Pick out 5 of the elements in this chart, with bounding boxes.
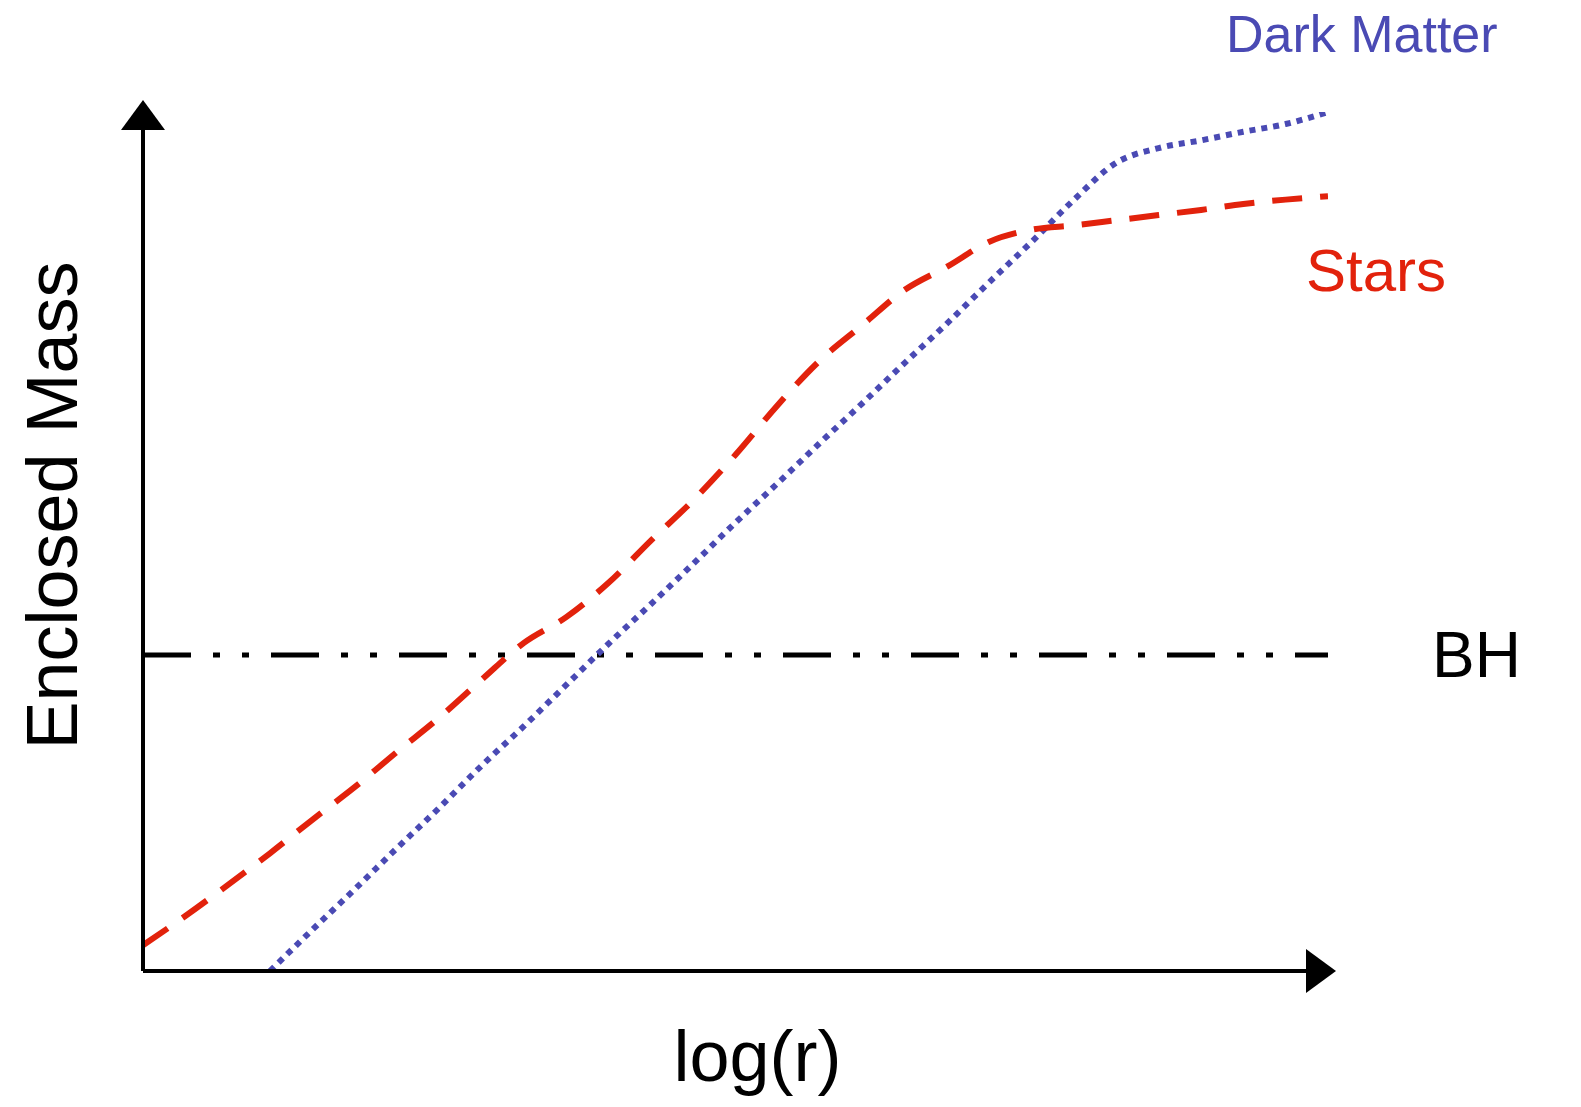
x-axis-title: log(r) <box>673 1016 842 1096</box>
y-axis-title: Enclosed Mass <box>12 261 92 750</box>
ref-line-label: BH <box>1432 618 1521 691</box>
series-label: Stars <box>1306 236 1447 304</box>
series-label: Dark Matter <box>1226 5 1498 63</box>
